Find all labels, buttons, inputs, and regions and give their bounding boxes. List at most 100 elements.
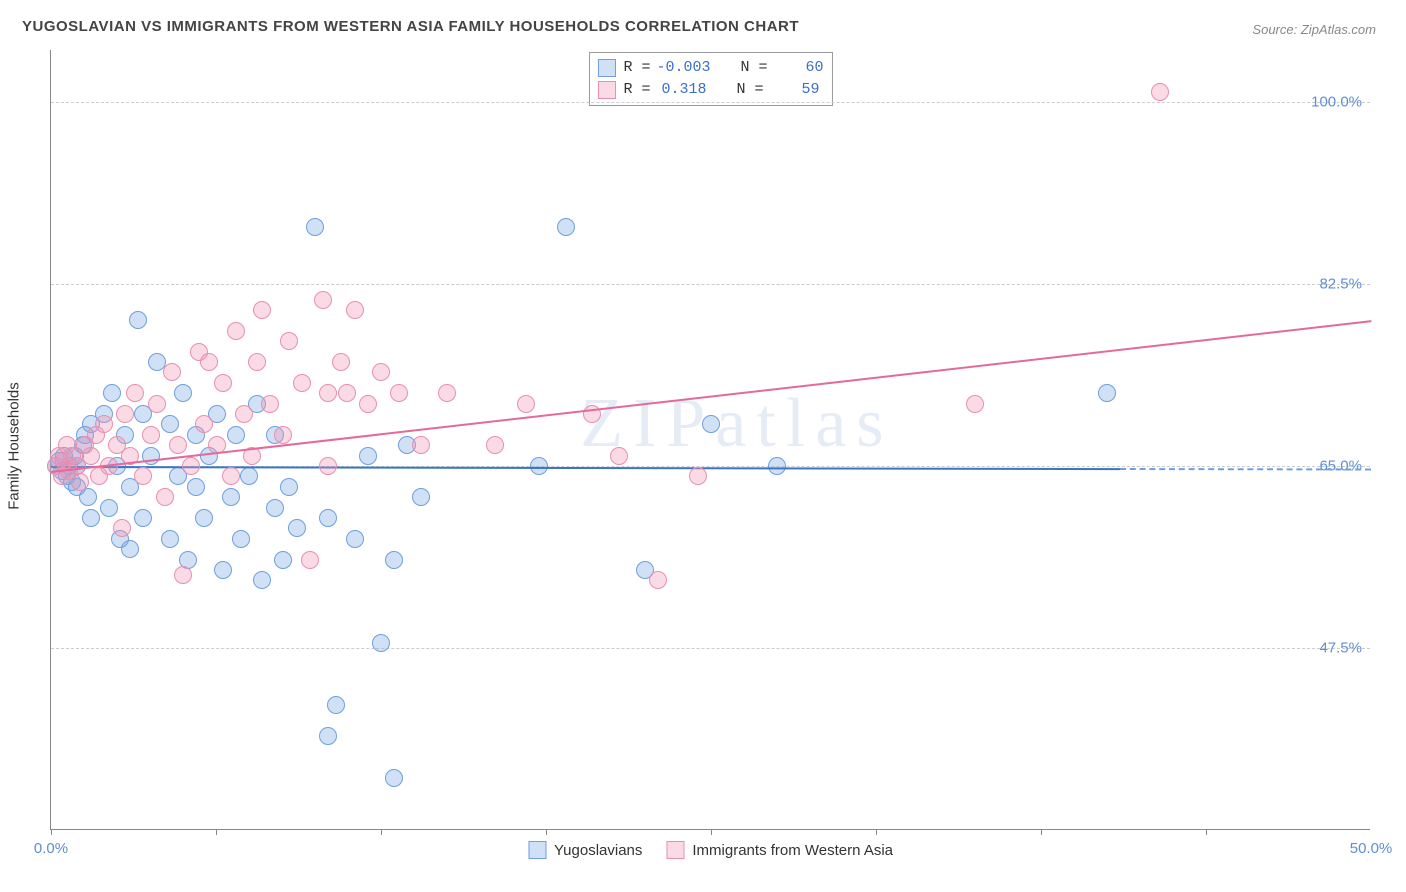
scatter-point [346, 301, 364, 319]
scatter-point [95, 415, 113, 433]
scatter-point [346, 530, 364, 548]
scatter-point [253, 571, 271, 589]
trend-line-dashed [1120, 468, 1371, 470]
watermark-text: ZIPatlas [580, 384, 893, 464]
source-value: ZipAtlas.com [1301, 22, 1376, 37]
scatter-point [200, 353, 218, 371]
scatter-point [253, 301, 271, 319]
scatter-point [768, 457, 786, 475]
scatter-point [266, 499, 284, 517]
bottom-legend-item: Yugoslavians [528, 841, 642, 859]
scatter-point [134, 467, 152, 485]
scatter-point [222, 488, 240, 506]
scatter-point [113, 519, 131, 537]
bottom-legend: Yugoslavians Immigrants from Western Asia [528, 841, 893, 859]
scatter-point [169, 436, 187, 454]
x-tick-label: 50.0% [1350, 840, 1393, 857]
scatter-point [306, 218, 324, 236]
scatter-point [82, 447, 100, 465]
stat-n-value: 60 [774, 57, 824, 79]
scatter-point [161, 415, 179, 433]
scatter-point [116, 405, 134, 423]
scatter-point [385, 551, 403, 569]
y-axis-label: Family Households [6, 382, 23, 510]
chart-title: YUGOSLAVIAN VS IMMIGRANTS FROM WESTERN A… [22, 18, 799, 35]
scatter-point [288, 519, 306, 537]
scatter-point [222, 467, 240, 485]
scatter-point [319, 457, 337, 475]
scatter-point [163, 363, 181, 381]
x-tick-mark [876, 829, 877, 835]
correlation-chart: YUGOSLAVIAN VS IMMIGRANTS FROM WESTERN A… [0, 0, 1406, 892]
x-tick-mark [711, 829, 712, 835]
x-tick-mark [1206, 829, 1207, 835]
scatter-point [71, 473, 89, 491]
scatter-point [134, 509, 152, 527]
scatter-point [385, 769, 403, 787]
scatter-point [372, 363, 390, 381]
scatter-point [332, 353, 350, 371]
y-tick-label: 65.0% [1319, 458, 1362, 475]
x-tick-mark [216, 829, 217, 835]
scatter-point [227, 322, 245, 340]
scatter-point [126, 384, 144, 402]
scatter-point [359, 395, 377, 413]
scatter-point [319, 509, 337, 527]
scatter-point [261, 395, 279, 413]
legend-swatch [666, 841, 684, 859]
stats-legend: R =-0.003 N =60R =0.318 N =59 [588, 52, 832, 106]
scatter-point [372, 634, 390, 652]
scatter-point [689, 467, 707, 485]
scatter-point [390, 384, 408, 402]
scatter-point [1151, 83, 1169, 101]
scatter-point [314, 291, 332, 309]
gridline [51, 102, 1370, 103]
scatter-point [129, 311, 147, 329]
scatter-point [280, 332, 298, 350]
scatter-point [100, 499, 118, 517]
gridline [51, 648, 1370, 649]
scatter-point [359, 447, 377, 465]
stat-n-value: 59 [770, 79, 820, 101]
scatter-point [174, 384, 192, 402]
scatter-point [142, 426, 160, 444]
scatter-point [214, 374, 232, 392]
scatter-point [1098, 384, 1116, 402]
scatter-point [187, 478, 205, 496]
source-label: Source: [1252, 22, 1297, 37]
scatter-point [79, 488, 97, 506]
scatter-point [274, 426, 292, 444]
plot-area: ZIPatlas R =-0.003 N =60R =0.318 N =59 Y… [50, 50, 1370, 830]
scatter-point [702, 415, 720, 433]
gridline [51, 284, 1370, 285]
scatter-point [227, 426, 245, 444]
scatter-point [195, 415, 213, 433]
bottom-legend-item: Immigrants from Western Asia [666, 841, 893, 859]
scatter-point [338, 384, 356, 402]
stats-legend-row: R =-0.003 N =60 [597, 57, 823, 79]
x-tick-mark [1041, 829, 1042, 835]
scatter-point [240, 467, 258, 485]
scatter-point [121, 540, 139, 558]
x-tick-mark [546, 829, 547, 835]
scatter-point [214, 561, 232, 579]
legend-swatch [528, 841, 546, 859]
stat-n-label: N = [741, 57, 768, 79]
scatter-point [412, 436, 430, 454]
stat-r-label: R = [623, 79, 650, 101]
scatter-point [82, 509, 100, 527]
scatter-point [182, 457, 200, 475]
trend-line [51, 320, 1371, 473]
bottom-legend-label: Immigrants from Western Asia [692, 842, 893, 859]
x-tick-label: 0.0% [34, 840, 68, 857]
scatter-point [235, 405, 253, 423]
scatter-point [274, 551, 292, 569]
y-tick-label: 100.0% [1311, 94, 1362, 111]
scatter-point [649, 571, 667, 589]
scatter-point [327, 696, 345, 714]
y-tick-label: 47.5% [1319, 640, 1362, 657]
scatter-point [319, 384, 337, 402]
stats-legend-row: R =0.318 N =59 [597, 79, 823, 101]
y-tick-label: 82.5% [1319, 276, 1362, 293]
scatter-point [156, 488, 174, 506]
